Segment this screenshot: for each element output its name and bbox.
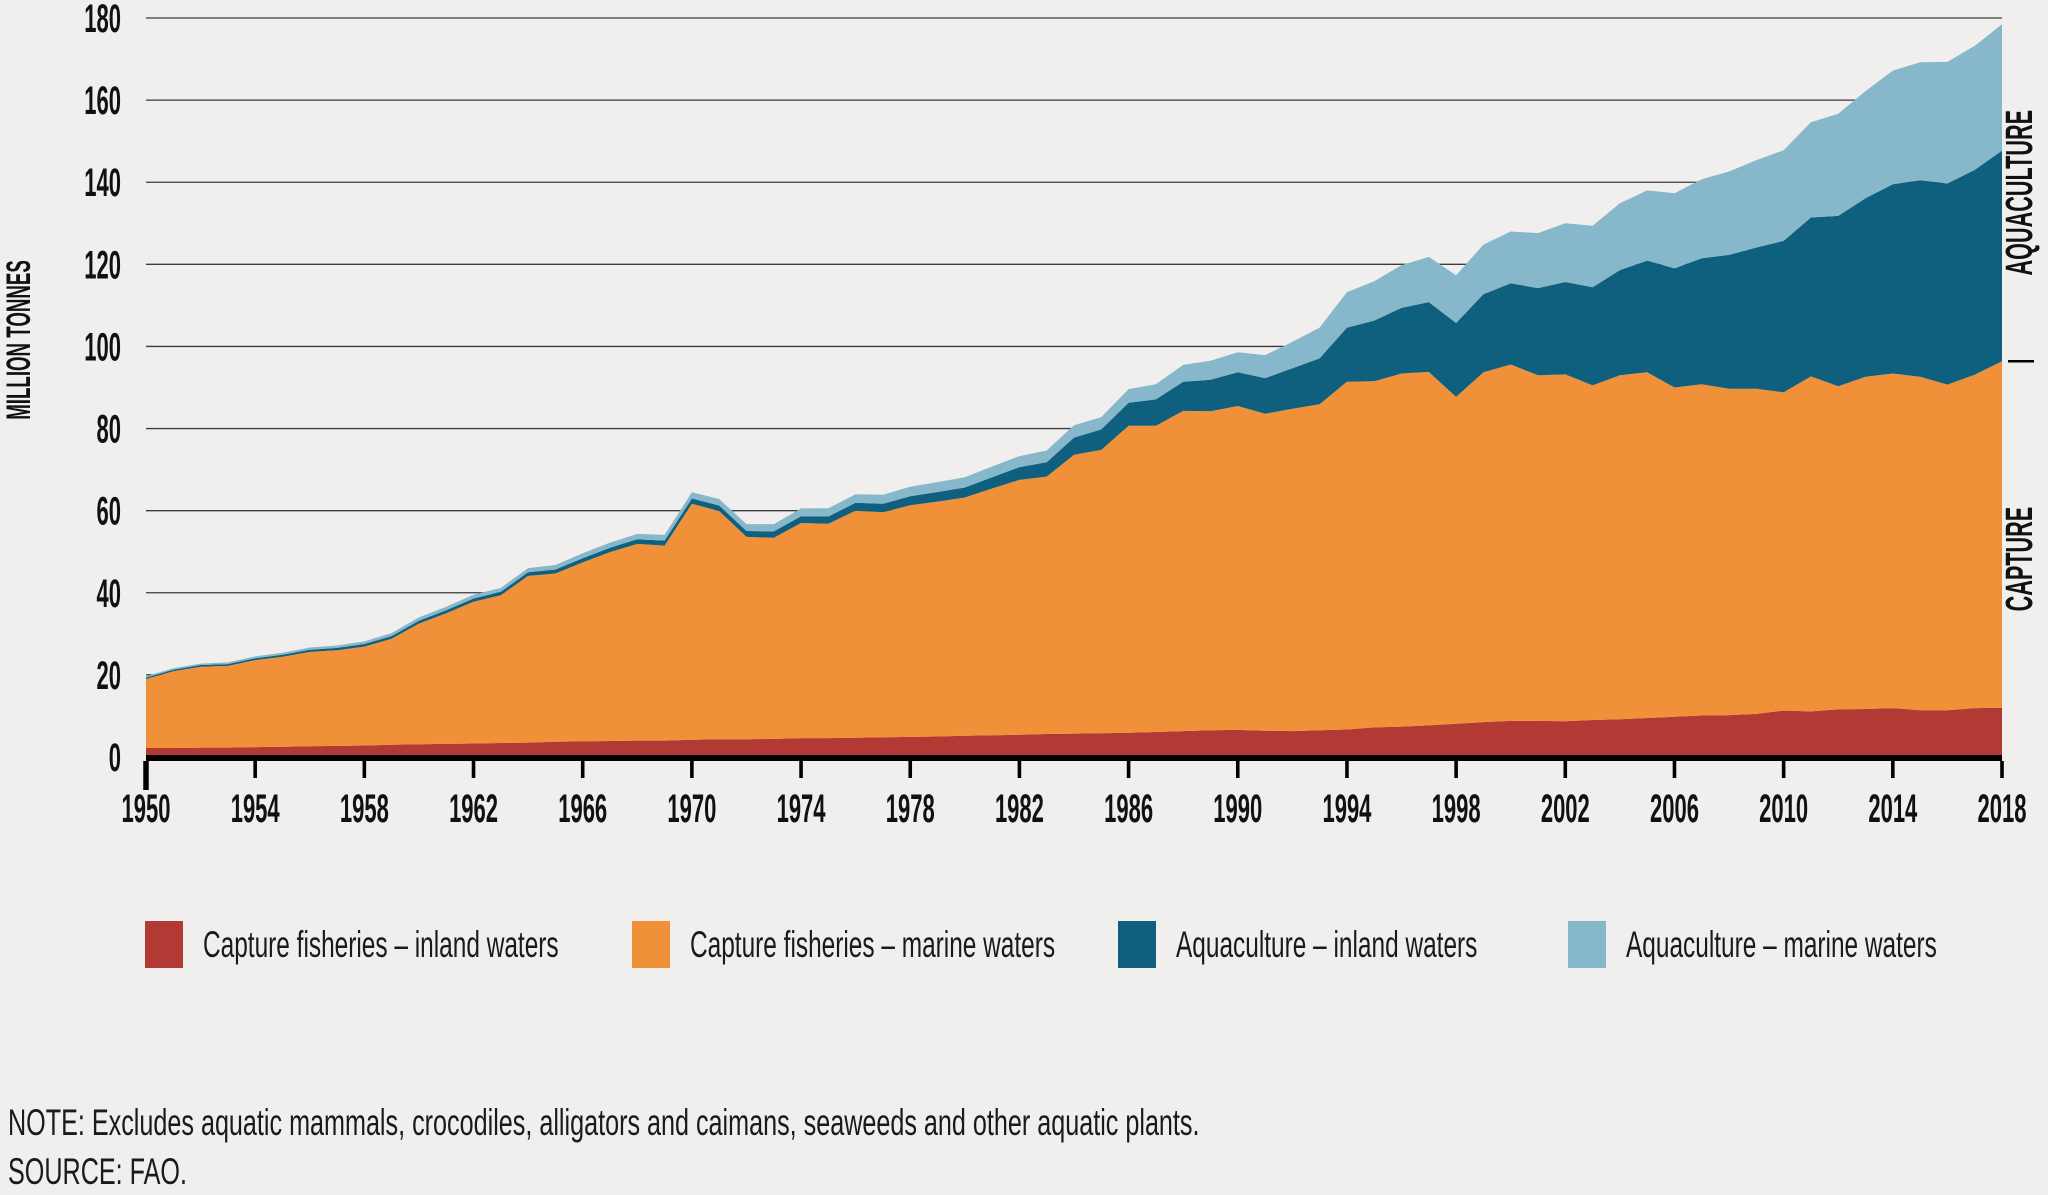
svg-text:60: 60 [97,489,121,534]
legend-label-capture-marine: Capture fisheries – marine waters [690,924,1056,965]
legend-label-capture-inland: Capture fisheries – inland waters [203,924,559,965]
svg-text:1998: 1998 [1432,786,1481,831]
svg-text:1990: 1990 [1213,786,1262,831]
legend-label-aquaculture-inland: Aquaculture – inland waters [1176,924,1478,965]
svg-text:1978: 1978 [886,786,935,831]
svg-text:180: 180 [84,0,121,41]
svg-text:2014: 2014 [1868,786,1917,831]
svg-text:1958: 1958 [340,786,389,831]
svg-text:0: 0 [109,735,121,780]
legend-swatch-capture-inland [145,921,183,968]
legend-item-aquaculture-marine: Aquaculture – marine waters [1568,921,2048,968]
legend-item-capture-inland: Capture fisheries – inland waters [145,921,742,968]
svg-text:140: 140 [84,160,121,205]
svg-text:1950: 1950 [122,786,171,831]
svg-text:80: 80 [97,407,121,452]
svg-text:120: 120 [84,242,121,287]
svg-text:1954: 1954 [231,786,280,831]
svg-text:2002: 2002 [1541,786,1590,831]
svg-text:100: 100 [84,325,121,370]
source-text: SOURCE: FAO. [8,1151,187,1192]
svg-text:1974: 1974 [777,786,826,831]
svg-text:40: 40 [97,571,121,616]
svg-text:AQUACULTURE: AQUACULTURE [1998,110,2041,276]
svg-text:20: 20 [97,653,121,698]
legend-swatch-aquaculture-marine [1568,921,1606,968]
svg-text:1986: 1986 [1104,786,1153,831]
svg-text:2018: 2018 [1978,786,2027,831]
svg-text:MILLION TONNES: MILLION TONNES [0,260,37,420]
svg-text:2010: 2010 [1759,786,1808,831]
svg-text:1966: 1966 [558,786,607,831]
svg-text:CAPTURE: CAPTURE [1998,507,2041,612]
legend-item-capture-marine: Capture fisheries – marine waters [632,921,1243,968]
svg-text:1994: 1994 [1322,786,1371,831]
legend-label-aquaculture-marine: Aquaculture – marine waters [1626,924,1937,965]
svg-text:160: 160 [84,78,121,123]
note-text: NOTE: Excludes aquatic mammals, crocodil… [8,1102,1200,1143]
svg-text:1982: 1982 [995,786,1044,831]
legend-swatch-aquaculture-inland [1118,921,1156,968]
svg-text:1970: 1970 [667,786,716,831]
stacked-area-chart: 0 20 40 60 80 100 120 140 160 180 1950 1954 1958 1962… [0,0,2041,831]
svg-text:1962: 1962 [449,786,498,831]
legend-item-aquaculture-inland: Aquaculture – inland waters [1118,921,1633,968]
svg-text:2006: 2006 [1650,786,1699,831]
chart-legend: Capture fisheries – inland waters Captur… [0,921,2048,971]
legend-swatch-capture-marine [632,921,670,968]
